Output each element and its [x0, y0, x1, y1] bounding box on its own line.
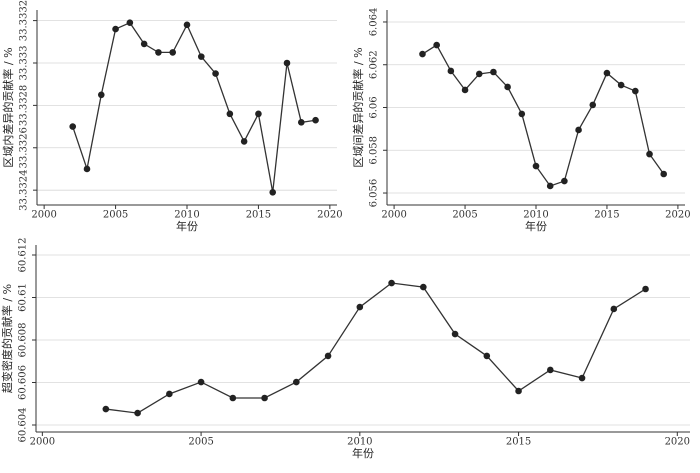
x-tick-label: 2010	[174, 210, 199, 221]
point	[97, 91, 105, 99]
point	[312, 116, 319, 124]
point	[197, 378, 205, 386]
point	[197, 53, 205, 60]
x-tick-label: 2015	[594, 210, 619, 221]
y-tick-label: 60.612	[18, 237, 29, 272]
point	[603, 69, 611, 77]
x-tick-label: 2020	[665, 210, 690, 221]
x-tick-label: 2005	[103, 210, 128, 221]
y-tick-label: 6.064	[369, 8, 380, 37]
point	[83, 165, 91, 173]
point	[212, 70, 219, 77]
x-tick-label: 2005	[452, 210, 477, 221]
point	[261, 394, 268, 402]
x-tick-label: 2000	[31, 210, 56, 221]
point	[324, 352, 332, 360]
point	[420, 283, 427, 291]
point	[169, 49, 177, 56]
y-tick-label: 33.333	[19, 45, 30, 80]
point	[293, 378, 300, 386]
y-axis-title: 区域内差异的贡献率 / %	[1, 47, 15, 167]
point	[166, 390, 173, 398]
point	[575, 126, 582, 134]
y-tick-label: 6.058	[369, 136, 380, 165]
point	[447, 67, 455, 75]
point	[610, 305, 618, 313]
y-tick-label: 60.608	[18, 322, 29, 357]
line	[105, 282, 646, 414]
x-tick-label: 2010	[347, 437, 372, 448]
point	[356, 303, 364, 311]
point	[134, 409, 141, 417]
point	[490, 68, 497, 76]
y-tick-label: 60.61	[18, 283, 29, 312]
point	[632, 87, 639, 95]
point	[102, 405, 110, 413]
point	[515, 387, 522, 395]
y-tick-label: 6.062	[369, 50, 380, 79]
point	[461, 86, 469, 94]
point	[451, 330, 459, 338]
point	[547, 366, 554, 374]
point	[283, 59, 291, 67]
point	[255, 110, 262, 118]
point	[475, 70, 483, 78]
point	[126, 19, 134, 27]
point	[112, 25, 119, 33]
y-tick-label: 60.604	[18, 407, 29, 442]
y-tick-label: 6.06	[369, 96, 380, 118]
x-tick-label: 2015	[506, 437, 531, 448]
point	[660, 170, 668, 178]
line	[422, 44, 665, 187]
y-axis-title: 区域间差异的贡献率 / %	[351, 47, 365, 167]
point	[532, 162, 540, 170]
y-tick-label: 33.3328	[19, 85, 30, 126]
point	[546, 182, 554, 190]
y-tick-label: 6.056	[369, 179, 380, 208]
point	[646, 150, 653, 158]
point	[578, 374, 586, 382]
x-tick-label: 2020	[665, 437, 690, 448]
x-tick-label: 2005	[188, 437, 213, 448]
point	[297, 119, 305, 126]
y-tick-label: 33.3326	[19, 127, 30, 168]
point	[617, 81, 625, 89]
x-tick-label: 2000	[381, 210, 406, 221]
line	[72, 21, 316, 193]
y-tick-label: 33.3332	[19, 0, 30, 41]
point	[388, 279, 395, 287]
point	[518, 110, 526, 118]
point	[589, 101, 597, 109]
point	[504, 83, 511, 91]
point	[433, 41, 440, 49]
y-tick-label: 33.3324	[19, 169, 30, 210]
point	[229, 394, 237, 402]
point	[155, 49, 162, 56]
point	[269, 188, 277, 196]
x-axis-title: 年份	[525, 219, 547, 233]
x-tick-label: 2010	[523, 210, 548, 221]
point	[140, 40, 148, 48]
x-tick-label: 2000	[30, 437, 55, 448]
y-tick-label: 60.606	[18, 365, 29, 400]
point	[483, 352, 491, 360]
x-axis-title: 年份	[176, 219, 198, 233]
x-tick-label: 2020	[317, 210, 342, 221]
point	[419, 50, 426, 58]
point	[226, 110, 234, 118]
x-axis-title: 年份	[352, 446, 374, 460]
point	[561, 177, 568, 185]
point	[642, 285, 649, 293]
x-tick-label: 2015	[246, 210, 271, 221]
point	[69, 123, 77, 130]
point	[183, 21, 191, 29]
y-axis-title: 超变密度的贡献率 / %	[0, 284, 14, 393]
point	[240, 138, 248, 145]
